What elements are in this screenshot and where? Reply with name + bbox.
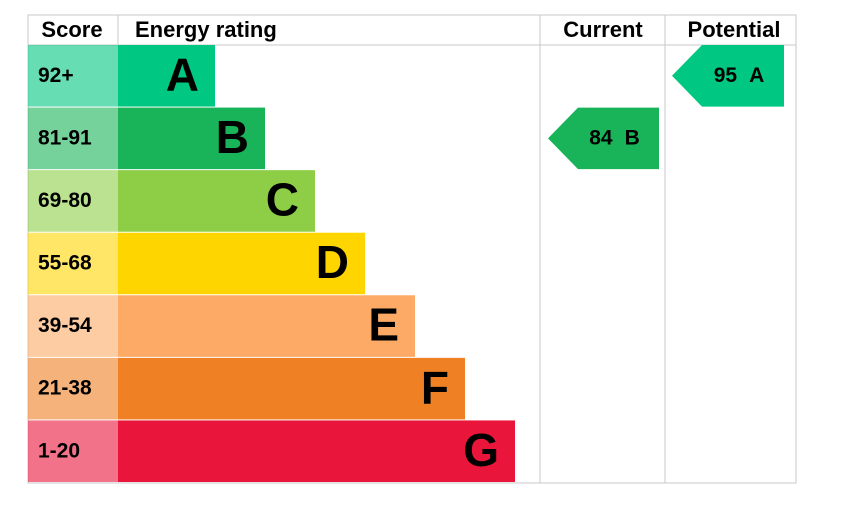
- score-cell: [28, 232, 118, 295]
- rating-bar: [118, 420, 515, 482]
- band-letter: E: [368, 299, 399, 351]
- score-label: 69-80: [38, 189, 92, 212]
- header: Potential: [688, 17, 781, 42]
- score-cell: [28, 170, 118, 232]
- score-label: 92+: [38, 64, 74, 87]
- score-label: 21-38: [38, 377, 92, 400]
- header: Current: [563, 17, 643, 42]
- rating-bar: [118, 170, 315, 232]
- current-letter: B: [625, 126, 640, 149]
- score-cell: [28, 45, 118, 107]
- score-label: 1-20: [38, 439, 80, 462]
- potential-value: 95: [714, 63, 738, 86]
- score-label: 81-91: [38, 126, 92, 149]
- current-arrow: [548, 107, 659, 170]
- band-letter: C: [266, 174, 299, 226]
- header: Energy rating: [135, 17, 277, 42]
- band-letter: G: [463, 424, 499, 476]
- current-label: 84 B: [589, 126, 640, 149]
- band-letter: D: [316, 236, 349, 288]
- potential-letter: A: [749, 63, 764, 86]
- band-letter: A: [166, 48, 199, 100]
- potential-label: 95 A: [714, 63, 765, 86]
- potential-arrow: [672, 45, 784, 107]
- score-cell: [28, 295, 118, 357]
- band-letter: B: [216, 111, 249, 163]
- rating-bar: [118, 45, 215, 107]
- header: Score: [41, 17, 102, 42]
- score-label: 39-54: [38, 314, 92, 337]
- score-cell: [28, 357, 118, 420]
- rating-bar: [118, 107, 265, 170]
- rating-bar: [118, 295, 415, 357]
- band-letter: F: [421, 361, 449, 413]
- current-value: 84: [589, 126, 613, 149]
- score-cell: [28, 420, 118, 482]
- rating-bar: [118, 232, 365, 295]
- score-cell: [28, 107, 118, 170]
- rating-bar: [118, 357, 465, 420]
- score-label: 55-68: [38, 252, 92, 275]
